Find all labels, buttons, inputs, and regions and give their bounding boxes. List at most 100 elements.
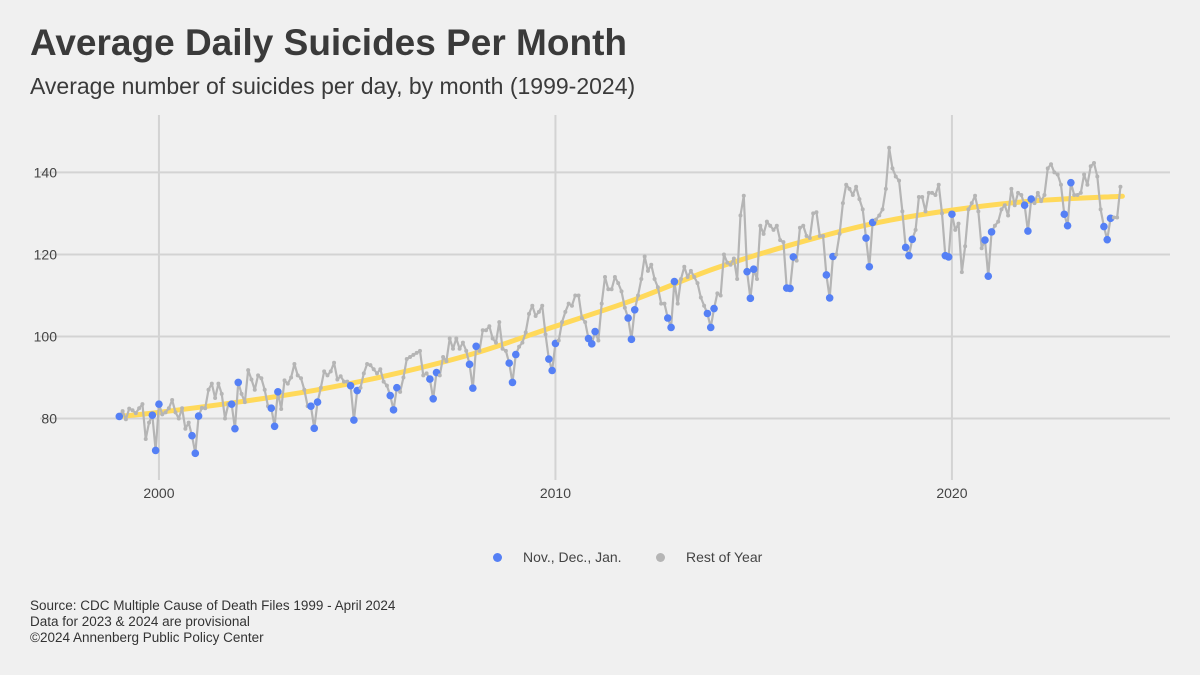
point-nov-dec-jan [310, 424, 319, 433]
point-rest-of-year [566, 301, 571, 306]
point-nov-dec-jan [908, 235, 917, 244]
point-rest-of-year [969, 201, 974, 206]
legend-item-rest: Rest of Year [656, 549, 762, 565]
point-rest-of-year [127, 406, 132, 411]
point-nov-dec-jan [386, 391, 395, 400]
point-rest-of-year [365, 361, 370, 366]
point-rest-of-year [517, 344, 522, 349]
point-rest-of-year [609, 287, 614, 292]
point-rest-of-year [530, 303, 535, 308]
point-rest-of-year [199, 405, 204, 410]
point-nov-dec-jan [663, 314, 672, 322]
y-tick-label: 100 [34, 328, 58, 344]
point-rest-of-year [249, 377, 254, 382]
point-rest-of-year [1115, 215, 1120, 220]
point-rest-of-year [341, 379, 346, 384]
point-nov-dec-jan [1067, 178, 1075, 187]
point-rest-of-year [292, 361, 297, 366]
point-rest-of-year [170, 398, 175, 403]
point-rest-of-year [890, 166, 895, 171]
point-rest-of-year [569, 303, 574, 308]
point-rest-of-year [840, 201, 845, 206]
point-nov-dec-jan [944, 253, 953, 261]
point-rest-of-year [206, 387, 211, 392]
point-rest-of-year [345, 379, 350, 384]
point-rest-of-year [120, 409, 125, 414]
point-rest-of-year [282, 378, 287, 383]
point-rest-of-year [1042, 192, 1047, 197]
point-rest-of-year [242, 400, 247, 405]
point-rest-of-year [147, 420, 152, 425]
point-rest-of-year [659, 301, 664, 306]
point-rest-of-year [560, 320, 565, 325]
point-rest-of-year [639, 277, 644, 282]
point-nov-dec-jan [505, 359, 513, 367]
y-tick-label: 80 [41, 410, 57, 426]
point-nov-dec-jan [1063, 221, 1072, 230]
point-rest-of-year [1012, 203, 1017, 208]
point-nov-dec-jan [624, 314, 632, 322]
point-nov-dec-jan [667, 323, 675, 332]
point-rest-of-year [285, 381, 290, 386]
point-rest-of-year [1072, 192, 1077, 197]
point-rest-of-year [451, 346, 456, 351]
point-rest-of-year [583, 320, 588, 325]
point-rest-of-year [256, 373, 261, 378]
point-rest-of-year [421, 373, 426, 378]
point-rest-of-year [166, 406, 171, 411]
point-nov-dec-jan [194, 412, 203, 420]
point-rest-of-year [596, 338, 601, 343]
point-rest-of-year [404, 357, 409, 362]
legend-label-highlight: Nov., Dec., Jan. [523, 549, 622, 565]
y-tick-label: 140 [34, 164, 58, 180]
point-rest-of-year [636, 293, 641, 298]
point-rest-of-year [239, 391, 244, 396]
point-rest-of-year [332, 360, 337, 365]
point-rest-of-year [252, 387, 257, 392]
point-nov-dec-jan [1060, 210, 1069, 219]
point-rest-of-year [807, 236, 812, 241]
point-rest-of-year [1049, 162, 1054, 167]
point-rest-of-year [916, 195, 921, 200]
point-nov-dec-jan [630, 306, 639, 314]
point-rest-of-year [398, 389, 403, 394]
point-rest-of-year [834, 252, 839, 257]
point-rest-of-year [130, 408, 135, 413]
point-rest-of-year [401, 375, 406, 380]
point-rest-of-year [649, 262, 654, 267]
point-rest-of-year [123, 417, 128, 422]
point-rest-of-year [140, 402, 145, 407]
point-rest-of-year [692, 274, 697, 279]
point-nov-dec-jan [901, 243, 910, 252]
point-rest-of-year [523, 330, 528, 335]
point-rest-of-year [685, 274, 690, 279]
point-nov-dec-jan [591, 327, 599, 336]
source-note: Source: CDC Multiple Cause of Death File… [30, 598, 395, 646]
point-rest-of-year [721, 252, 726, 257]
point-rest-of-year [381, 379, 386, 384]
point-nov-dec-jan [786, 284, 794, 293]
point-rest-of-year [1032, 201, 1037, 206]
point-rest-of-year [1035, 190, 1040, 195]
point-rest-of-year [371, 367, 376, 372]
point-rest-of-year [801, 223, 806, 228]
point-rest-of-year [417, 348, 422, 353]
point-nov-dec-jan [188, 431, 196, 440]
point-nov-dec-jan [469, 384, 477, 392]
point-rest-of-year [616, 281, 621, 286]
point-rest-of-year [979, 246, 984, 251]
point-rest-of-year [811, 211, 816, 216]
point-rest-of-year [1118, 184, 1123, 189]
point-rest-of-year [533, 313, 538, 318]
point-rest-of-year [424, 371, 429, 376]
point-rest-of-year [493, 340, 498, 345]
point-nov-dec-jan [948, 210, 956, 219]
point-nov-dec-jan [862, 234, 870, 242]
point-rest-of-year [778, 238, 783, 243]
point-rest-of-year [966, 207, 971, 212]
point-rest-of-year [464, 348, 469, 353]
legend-label-rest: Rest of Year [686, 549, 763, 565]
point-rest-of-year [335, 377, 340, 382]
point-rest-of-year [702, 303, 707, 308]
point-rest-of-year [612, 274, 617, 279]
